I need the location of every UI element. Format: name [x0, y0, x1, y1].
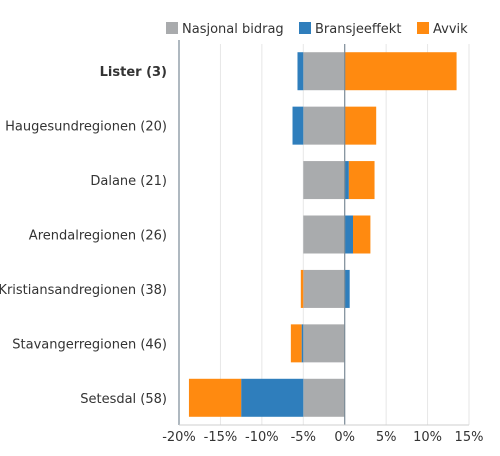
- bar-segment: [344, 161, 349, 200]
- bar-segment: [241, 378, 304, 417]
- x-tick-label: 15%: [455, 430, 484, 445]
- category-label: Dalane (21): [90, 174, 167, 189]
- bars: [188, 52, 457, 417]
- bar-segment: [290, 324, 302, 363]
- x-tick-label: 10%: [413, 430, 442, 445]
- bar-segment: [348, 161, 375, 200]
- legend-label: Avvik: [433, 22, 468, 37]
- bar-segment: [188, 378, 242, 417]
- x-tick-label: -20%: [162, 430, 196, 445]
- x-tick-label: 5%: [376, 430, 397, 445]
- category-label: Haugesundregionen (20): [5, 120, 167, 135]
- bar-segment: [292, 106, 304, 145]
- bar-segment: [297, 52, 304, 91]
- bar-segment: [301, 324, 304, 363]
- bar-segment: [300, 269, 304, 308]
- legend-swatch: [417, 22, 429, 34]
- axes: [178, 40, 469, 426]
- legend-swatch: [299, 22, 311, 34]
- category-label: Arendalregionen (26): [29, 229, 167, 244]
- bar-segment: [303, 161, 345, 200]
- x-tick-label: -15%: [204, 430, 238, 445]
- x-tick-label: -10%: [245, 430, 279, 445]
- bar-segment: [303, 324, 345, 363]
- bar-segment: [303, 106, 345, 145]
- bar-segment: [344, 52, 457, 91]
- category-label: Stavangerregionen (46): [12, 337, 167, 352]
- bar-segment: [303, 215, 345, 254]
- x-tick-label: 0%: [334, 430, 355, 445]
- bar-segment: [303, 52, 345, 91]
- x-tick-labels: -20% -15% -10% -5% 0% 5% 10% 15%: [162, 430, 483, 445]
- bar-segment: [344, 215, 353, 254]
- bar-segment: [303, 378, 345, 417]
- legend-label: Bransjeeffekt: [315, 22, 401, 37]
- bar-segment: [303, 269, 345, 308]
- bar-segment: [344, 106, 377, 145]
- category-label: Setesdal (58): [80, 392, 167, 407]
- bar-segment: [344, 269, 350, 308]
- category-labels: Lister (3) Haugesundregionen (20) Dalane (…: [0, 65, 167, 407]
- category-label: Lister (3): [100, 65, 167, 80]
- bar-segment: [353, 215, 371, 254]
- category-label: Kristiansandregionen (38): [0, 283, 167, 298]
- legend: Nasjonal bidrag Bransjeeffekt Avvik: [166, 22, 468, 37]
- x-tick-label: -5%: [291, 430, 316, 445]
- legend-swatch: [166, 22, 178, 34]
- legend-label: Nasjonal bidrag: [182, 22, 284, 37]
